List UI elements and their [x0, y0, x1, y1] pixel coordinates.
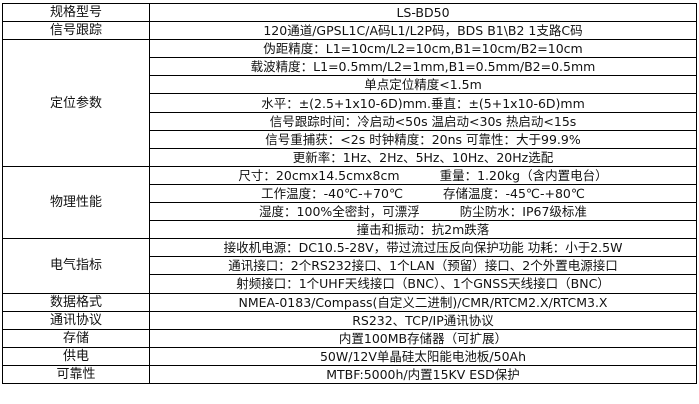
table-row: 信号跟踪 120通道/GPSL1C/A码L1/L2P码，BDS B1\B2 1支路…	[2, 21, 697, 41]
table-row: 信号重捕获：<2s 时钟精度：20ns 可靠性：大于99.9%	[3, 129, 697, 149]
spec-label: 存储	[2, 328, 150, 348]
spec-value: 信号重捕获：<2s 时钟精度：20ns 可靠性：大于99.9%	[149, 129, 697, 149]
table-row: 规格型号 LS-BD50	[2, 2, 697, 23]
table-row: 通讯协议 RS232、TCP/IP通讯协议	[2, 310, 697, 330]
spec-label: 通讯协议	[2, 310, 150, 330]
table-row: 通讯接口：2个RS232接口、1个LAN（预留）接口、2个外置电源接口	[3, 256, 697, 276]
spec-label: 定位参数	[2, 39, 150, 167]
spec-value: 射频接口：1个UHF天线接口（BNC）、1个GNSS天线接口（BNC）	[149, 274, 697, 294]
spec-value: 工作温度：-40℃-+70℃	[261, 185, 403, 201]
table-row: 撞击和振动：抗2m跌落	[3, 220, 697, 240]
spec-value: 信号跟踪时间：冷启动<50s 温启动<30s 热启动<15s	[149, 111, 697, 131]
spec-label: 可靠性	[2, 364, 150, 384]
table-row: 湿度：100%全密封，可漂浮 防尘防水：IP67级标准	[3, 202, 697, 222]
spec-value: 更新率：1Hz、2Hz、5Hz、10Hz、20Hz选配	[149, 147, 697, 167]
spec-value: 撞击和振动：抗2m跌落	[356, 222, 490, 238]
spec-value-pair: 湿度：100%全密封，可漂浮 防尘防水：IP67级标准	[149, 202, 697, 222]
spec-value: 载波精度：L1=0.5mm/L2=1mm,B1=0.5mm/B2=0.5mm	[149, 57, 697, 77]
spec-value: RS232、TCP/IP通讯协议	[149, 310, 697, 330]
table-row: 工作温度：-40℃-+70℃ 存储温度：-45℃-+80℃	[3, 183, 697, 204]
table-row: 更新率：1Hz、2Hz、5Hz、10Hz、20Hz选配	[3, 147, 697, 167]
spec-value: 50W/12V单晶硅太阳能电池板/50Ah	[149, 346, 697, 366]
spec-value: 伪距精度：L1=10cm/L2=10cm,B1=10cm/B2=10cm	[149, 39, 697, 59]
spec-label: 物理性能	[2, 165, 150, 240]
spec-value: 120通道/GPSL1C/A码L1/L2P码，BDS B1\B2 1支路C码	[149, 21, 697, 41]
spec-value: 防尘防水：IP67级标准	[459, 204, 587, 220]
spec-value: 尺寸：20cmx14.5cmx8cm	[238, 167, 400, 183]
table-row: 物理性能 尺寸：20cmx14.5cmx8cm 重量：1.20kg（含内置电台）	[2, 165, 697, 240]
spec-label: 供电	[2, 346, 150, 366]
spec-label: 信号跟踪	[2, 21, 150, 41]
table-row: 供电 50W/12V单晶硅太阳能电池板/50Ah	[2, 346, 697, 366]
spec-value: MTBF:5000h/内置15KV ESD保护	[149, 364, 697, 384]
spec-table: 规格型号 LS-BD50 信号跟踪 120通道/GPSL1C/A码L1/L2P码，BD…	[2, 2, 697, 384]
spec-label: 数据格式	[2, 292, 150, 312]
spec-value-pair: 撞击和振动：抗2m跌落	[149, 220, 697, 240]
table-row: 信号跟踪时间：冷启动<50s 温启动<30s 热启动<15s	[3, 111, 697, 131]
spec-value: 存储温度：-45℃-+80℃	[443, 185, 585, 201]
spec-value: 接收机电源：DC10.5-28V，带过流过压反向保护功能 功耗：小于2.5W	[149, 238, 697, 258]
spec-label: 电气指标	[2, 238, 150, 294]
table-row: 射频接口：1个UHF天线接口（BNC）、1个GNSS天线接口（BNC）	[3, 274, 697, 294]
spec-value-pair: 工作温度：-40℃-+70℃ 存储温度：-45℃-+80℃	[149, 183, 697, 204]
spec-value: 单点定位精度<1.5m	[149, 75, 697, 95]
spec-value-pair: 尺寸：20cmx14.5cmx8cm 重量：1.20kg（含内置电台）	[149, 165, 697, 185]
table-row: 定位参数 伪距精度：L1=10cm/L2=10cm,B1=10cm/B2=10cm	[2, 39, 697, 167]
spec-label: 规格型号	[2, 2, 150, 23]
spec-value: 湿度：100%全密封，可漂浮	[259, 204, 420, 220]
spec-value: 水平：±(2.5+1x10-6D)mm.垂直：±(5+1x10-6D)mm	[149, 93, 697, 113]
spec-value: NMEA-0183/Compass(自定义二进制)/CMR/RTCM2.X/RT…	[149, 292, 697, 312]
table-row: 存储 内置100MB存储器（可扩展）	[2, 328, 697, 348]
table-row: 可靠性 MTBF:5000h/内置15KV ESD保护	[2, 364, 697, 384]
spec-value: 通讯接口：2个RS232接口、1个LAN（预留）接口、2个外置电源接口	[149, 256, 697, 276]
table-row: 电气指标 接收机电源：DC10.5-28V，带过流过压反向保护功能 功耗：小于2.…	[2, 238, 697, 294]
table-row: 数据格式 NMEA-0183/Compass(自定义二进制)/CMR/RTCM2.…	[2, 292, 697, 312]
spec-value: 重量：1.20kg（含内置电台）	[439, 167, 608, 183]
spec-value: 内置100MB存储器（可扩展）	[149, 328, 697, 348]
spec-value: LS-BD50	[149, 2, 697, 23]
